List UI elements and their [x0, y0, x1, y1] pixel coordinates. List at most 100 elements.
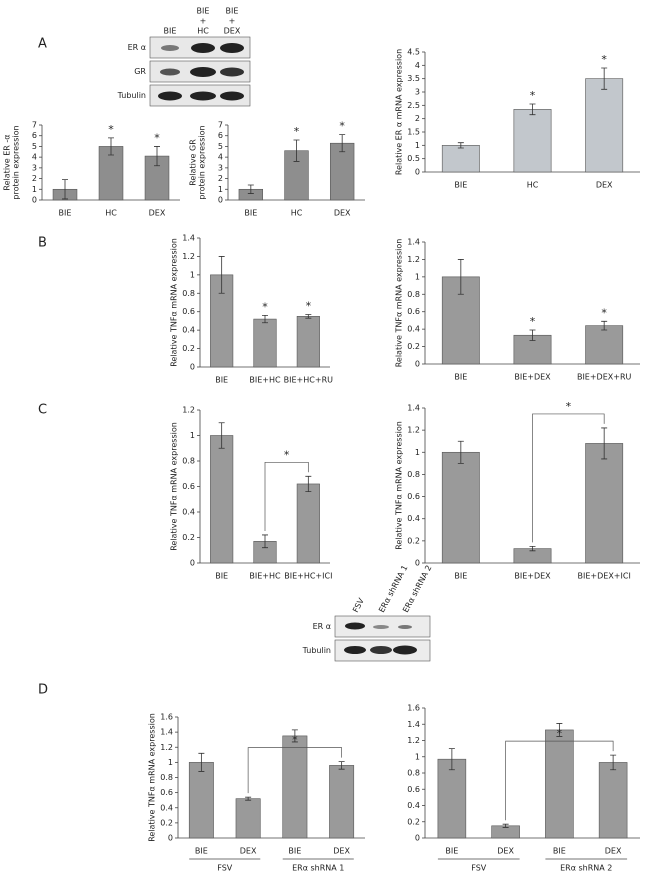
y-tick-label: 1 [415, 448, 420, 457]
bar [585, 443, 624, 564]
x-tick-label: HC [105, 209, 117, 218]
panel-letter: C [38, 403, 47, 418]
y-axis-label: Relative ER α mRNA expression [395, 49, 404, 175]
y-tick-label: 1 [32, 185, 37, 194]
y-tick-label: 0.2 [407, 342, 420, 351]
error-bar [601, 427, 608, 460]
y-tick-label: 4 [415, 61, 420, 70]
x-tick-label: BIE+DEX+RU [577, 373, 632, 382]
x-tick-label: BIE [215, 376, 228, 385]
x-tick-label: DEX [596, 181, 613, 190]
y-tick-label: 1 [415, 141, 420, 150]
significance-star: * [294, 125, 300, 138]
y-tick-label: 1.2 [182, 252, 195, 261]
y-axis-label: protein expression [198, 125, 207, 199]
significance-star: * [566, 400, 572, 413]
band [345, 622, 365, 630]
y-tick-label: 7 [32, 121, 37, 130]
x-tick-label: BIE [553, 847, 566, 856]
x-tick-label: HC [291, 209, 303, 218]
y-tick-label: 0.5 [407, 154, 420, 163]
panel-letter: A [38, 37, 47, 52]
blot-row-label: GR [134, 67, 146, 76]
x-tick-label: BIE+DEX+ICI [578, 572, 631, 581]
y-tick-label: 0.6 [160, 788, 173, 797]
error-bar [457, 142, 464, 149]
blot-row-label: ER α [313, 622, 331, 631]
band [190, 91, 216, 101]
band [190, 67, 216, 77]
error-bar [62, 179, 68, 200]
bar [585, 325, 624, 365]
error-bar [154, 146, 160, 167]
group-label: ERα shRNA 2 [560, 864, 612, 873]
error-bar [457, 440, 464, 464]
panel-letter: B [38, 236, 47, 251]
band [220, 43, 244, 53]
x-tick-label: DEX [333, 847, 350, 856]
error-bar [108, 137, 114, 156]
y-tick-label: 2 [218, 174, 223, 183]
y-tick-label: 1 [218, 185, 223, 194]
y-tick-label: 0 [415, 559, 420, 568]
y-tick-label: 3 [218, 163, 223, 172]
panel-letter: D [38, 683, 48, 698]
y-tick-label: 1 [415, 272, 420, 281]
x-tick-label: BIE+DEX [514, 373, 551, 382]
blot-row-label: ER α [128, 43, 146, 52]
y-tick-label: 0.2 [182, 344, 195, 353]
bar [329, 765, 355, 839]
y-tick-label: 0.4 [182, 508, 195, 517]
error-bar [601, 67, 608, 90]
bar [296, 483, 320, 564]
y-tick-label: 0.8 [182, 289, 195, 298]
significance-star: * [292, 734, 298, 747]
error-bar [339, 134, 346, 153]
blot-lane-label: DEX [224, 27, 241, 36]
y-axis-label: Relative ER -α [3, 134, 12, 190]
bar [437, 758, 467, 839]
x-tick-label: BIE+DEX [514, 572, 551, 581]
y-tick-label: 1.4 [407, 404, 420, 413]
bar [253, 318, 277, 368]
bar [210, 435, 234, 564]
x-tick-label: BIE [59, 209, 72, 218]
bar [545, 729, 574, 839]
significance-star: * [530, 89, 536, 102]
band [344, 646, 366, 654]
error-bar [502, 823, 509, 828]
y-tick-label: 5 [32, 142, 37, 151]
y-tick-label: 1.2 [160, 743, 173, 752]
blot-lane-label: HC [197, 27, 209, 36]
y-axis-label: Relative TNFα mRNA expression [170, 238, 179, 367]
y-tick-label: 2.5 [407, 101, 420, 110]
y-tick-label: 2 [415, 114, 420, 123]
y-tick-label: 0 [415, 168, 420, 177]
blot-lane-label: BIE [226, 7, 239, 16]
y-tick-label: 1.6 [407, 704, 420, 713]
band [373, 625, 389, 629]
significance-star: * [530, 315, 536, 328]
band [191, 43, 215, 53]
error-bar [262, 315, 268, 324]
band [158, 91, 182, 101]
significance-star: * [262, 300, 268, 313]
error-bar [556, 723, 563, 737]
significance-star: * [601, 306, 607, 319]
y-tick-label: 1 [190, 270, 195, 279]
y-tick-label: 0.6 [407, 307, 420, 316]
y-tick-label: 1.2 [407, 255, 420, 264]
y-axis-label: Relative TNFα mRNA expression [148, 713, 157, 842]
x-tick-label: BIE+HC+ICI [284, 572, 332, 581]
y-tick-label: 0.6 [182, 307, 195, 316]
x-tick-label: DEX [149, 209, 166, 218]
x-tick-label: BIE [244, 209, 257, 218]
y-tick-label: 1.5 [407, 128, 420, 137]
y-tick-label: 0.6 [182, 482, 195, 491]
error-bar [529, 329, 536, 341]
y-tick-label: 0.4 [182, 326, 195, 335]
y-axis-label: Relative TNFα mRNA expression [395, 239, 404, 368]
error-bar [529, 545, 536, 552]
bracket [264, 461, 309, 531]
x-tick-label: BIE [454, 572, 467, 581]
